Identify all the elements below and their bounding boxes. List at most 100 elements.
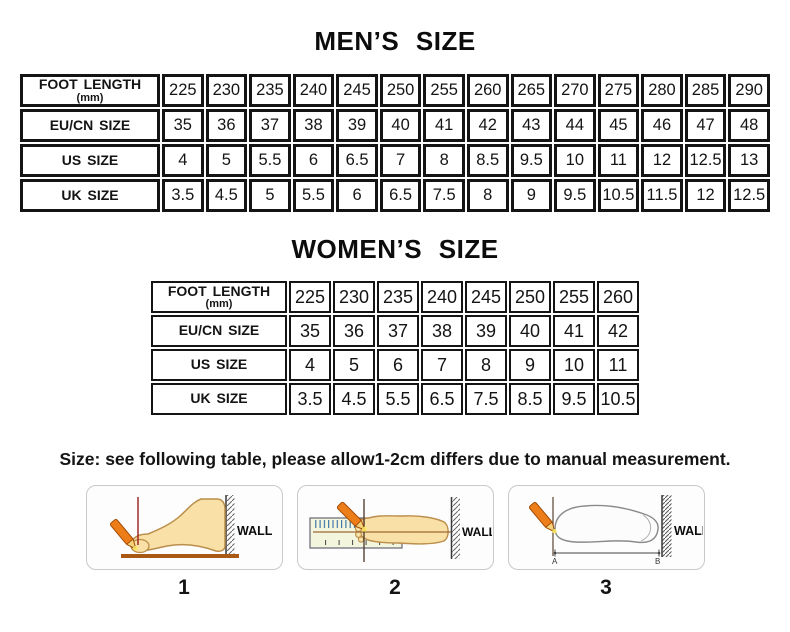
- size-cell: 4.5: [333, 383, 375, 415]
- size-cell: 235: [249, 74, 291, 107]
- size-cell: 38: [421, 315, 463, 347]
- wall-hatch: [451, 497, 460, 559]
- size-row: FOOT LENGTH (mm) 225 230 235 240 245 250 255 260: [151, 281, 639, 313]
- figure-3-number: 3: [600, 576, 612, 599]
- size-cell: 3.5: [289, 383, 331, 415]
- size-cell: 11.5: [641, 179, 683, 212]
- figure-3: A B WALL 3: [507, 485, 705, 599]
- row-label: FOOT LENGTH (mm): [151, 281, 287, 313]
- size-cell: 7.5: [465, 383, 507, 415]
- row-label: FOOT LENGTH (mm): [20, 74, 160, 107]
- size-cell: 6.5: [421, 383, 463, 415]
- row-label: UK SIZE: [20, 179, 160, 212]
- size-cell: 5: [333, 349, 375, 381]
- size-cell: 250: [379, 74, 422, 107]
- size-row: UK SIZE 3.5 4.5 5.5 6.5 7.5 8.5 9.5 10.5: [151, 383, 639, 415]
- size-cell: 270: [554, 74, 596, 107]
- wall-label: WALL: [237, 524, 273, 538]
- size-cell: 9.5: [553, 383, 595, 415]
- size-cell: 6: [336, 179, 378, 212]
- size-cell: 285: [684, 74, 727, 107]
- size-cell: 43: [510, 109, 553, 142]
- size-cell: 48: [728, 109, 770, 142]
- size-cell: 225: [289, 281, 331, 313]
- size-cell: 9: [509, 349, 551, 381]
- size-cell: 5: [249, 179, 291, 212]
- size-cell: 40: [509, 315, 551, 347]
- size-cell: 36: [333, 315, 375, 347]
- womens-size-title: WOMEN’S SIZE: [291, 234, 499, 264]
- row-label: US SIZE: [20, 144, 160, 177]
- size-cell: 255: [553, 281, 595, 313]
- foot-outline-measure-icon: A B WALL: [528, 495, 703, 566]
- size-cell: 41: [553, 315, 595, 347]
- row-label: UK SIZE: [151, 383, 287, 415]
- foot-side-measure-icon: WALL: [109, 495, 273, 558]
- foot-top-icon: [354, 515, 449, 545]
- figure-1: WALL 1: [85, 485, 283, 599]
- figure-1-number: 1: [178, 576, 190, 599]
- measurement-figures: WALL 1: [0, 485, 790, 598]
- mens-size-table-body: FOOT LENGTH (mm) 225 230 235 240 245 250 255 260 2…: [20, 74, 770, 212]
- size-cell: 9.5: [554, 179, 596, 212]
- size-cell: 280: [641, 74, 683, 107]
- pencil-icon: [336, 501, 367, 532]
- size-cell: 35: [289, 315, 331, 347]
- size-cell: 5.5: [249, 144, 291, 177]
- size-cell: 8.5: [466, 144, 509, 177]
- size-cell: 260: [466, 74, 509, 107]
- size-cell: 10.5: [597, 383, 639, 415]
- size-row: US SIZE 4 5 5.5 6 6.5 7 8 8.5 9.5 10 11 12 12.5 13: [20, 144, 770, 177]
- size-cell: 37: [249, 109, 291, 142]
- size-cell: 41: [423, 109, 465, 142]
- size-row: EU/CN SIZE 35 36 37 38 39 40 41 42: [151, 315, 639, 347]
- size-cell: 240: [421, 281, 463, 313]
- size-cell: 8: [423, 144, 465, 177]
- size-cell: 4: [162, 144, 204, 177]
- size-cell: 42: [597, 315, 639, 347]
- size-cell: 230: [333, 281, 375, 313]
- size-cell: 6: [292, 144, 335, 177]
- size-cell: 245: [336, 74, 378, 107]
- size-cell: 8: [465, 349, 507, 381]
- size-cell: 3.5: [162, 179, 204, 212]
- point-a-label: A: [552, 557, 558, 566]
- figure-3-box: A B WALL: [507, 485, 705, 570]
- size-cell: 35: [162, 109, 204, 142]
- point-b-label: B: [655, 557, 660, 566]
- foot-outline-icon: [553, 504, 659, 544]
- wall-label: WALL: [462, 525, 492, 539]
- pencil-icon: [528, 502, 557, 534]
- row-label: US SIZE: [151, 349, 287, 381]
- size-cell: 225: [162, 74, 204, 107]
- size-cell: 7: [379, 144, 422, 177]
- size-cell: 6: [377, 349, 419, 381]
- womens-size-table: FOOT LENGTH (mm) 225 230 235 240 245 250 255 260 E…: [149, 279, 641, 417]
- size-cell: 7: [421, 349, 463, 381]
- size-cell: 4.5: [205, 179, 248, 212]
- size-cell: 12: [684, 179, 727, 212]
- size-cell: 10: [553, 349, 595, 381]
- pencil-icon: [109, 519, 138, 551]
- size-cell: 36: [205, 109, 248, 142]
- size-cell: 39: [465, 315, 507, 347]
- size-cell: 5: [205, 144, 248, 177]
- size-cell: 13: [728, 144, 770, 177]
- size-row: US SIZE 4 5 6 7 8 9 10 11: [151, 349, 639, 381]
- size-cell: 4: [289, 349, 331, 381]
- measurement-note: Size: see following table, please allow1…: [59, 449, 731, 469]
- size-row: EU/CN SIZE 35 36 37 38 39 40 41 42 43 44 45 46 47 48: [20, 109, 770, 142]
- size-cell: 40: [379, 109, 422, 142]
- size-cell: 250: [509, 281, 551, 313]
- figure-2-box: WALL: [296, 485, 494, 570]
- size-cell: 235: [377, 281, 419, 313]
- size-cell: 44: [554, 109, 596, 142]
- size-cell: 9: [510, 179, 553, 212]
- size-cell: 11: [597, 349, 639, 381]
- size-cell: 260: [597, 281, 639, 313]
- foot-top-ruler-icon: WALL: [308, 497, 492, 562]
- size-cell: 47: [684, 109, 727, 142]
- ab-measure-line: [553, 549, 660, 557]
- size-cell: 240: [292, 74, 335, 107]
